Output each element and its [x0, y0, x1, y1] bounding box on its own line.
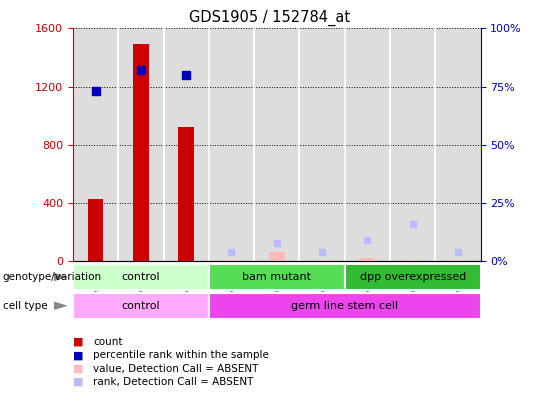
Bar	[345, 264, 481, 290]
Text: bam mutant: bam mutant	[242, 272, 311, 282]
Text: value, Detection Call = ABSENT: value, Detection Call = ABSENT	[93, 364, 259, 373]
Polygon shape	[54, 301, 68, 310]
Text: GDS1905 / 152784_at: GDS1905 / 152784_at	[190, 10, 350, 26]
Text: ■: ■	[73, 337, 83, 347]
Bar	[118, 28, 164, 261]
Bar	[178, 127, 194, 261]
Text: genotype/variation: genotype/variation	[3, 272, 102, 282]
Text: dpp overexpressed: dpp overexpressed	[360, 272, 466, 282]
Text: ■: ■	[73, 364, 83, 373]
Text: count: count	[93, 337, 123, 347]
Bar	[209, 292, 481, 319]
Bar	[133, 45, 149, 261]
Text: control: control	[122, 272, 160, 282]
Bar	[73, 292, 209, 319]
Text: control: control	[122, 301, 160, 311]
Text: cell type: cell type	[3, 301, 48, 311]
Bar	[209, 28, 254, 261]
Text: ■: ■	[73, 350, 83, 360]
Bar	[314, 260, 330, 261]
Bar	[360, 258, 375, 261]
Bar	[87, 198, 104, 261]
Bar	[345, 28, 390, 261]
Bar	[254, 28, 299, 261]
Text: ■: ■	[73, 377, 83, 387]
Bar	[435, 28, 481, 261]
Bar	[224, 260, 239, 261]
Text: germ line stem cell: germ line stem cell	[291, 301, 399, 311]
Bar	[450, 260, 466, 261]
Text: percentile rank within the sample: percentile rank within the sample	[93, 350, 269, 360]
Bar	[209, 264, 345, 290]
Bar	[299, 28, 345, 261]
Polygon shape	[54, 273, 68, 281]
Bar	[164, 28, 209, 261]
Bar	[73, 264, 209, 290]
Bar	[73, 28, 118, 261]
Text: rank, Detection Call = ABSENT: rank, Detection Call = ABSENT	[93, 377, 254, 387]
Bar	[404, 260, 421, 261]
Bar	[390, 28, 435, 261]
Bar	[269, 252, 285, 261]
